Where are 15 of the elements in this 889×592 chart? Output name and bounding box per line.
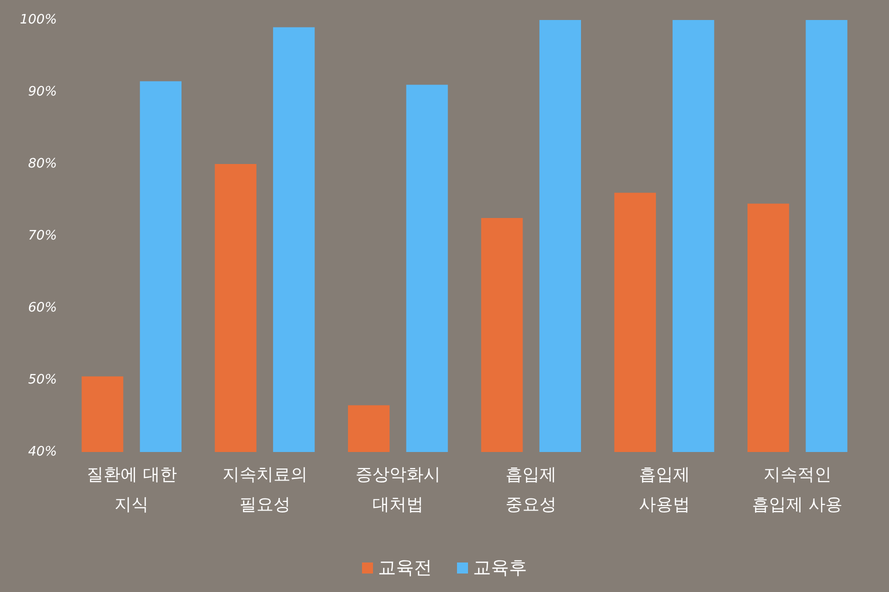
y-tick-label: 80%: [28, 156, 57, 172]
y-tick-label: 40%: [28, 444, 57, 460]
x-tick-label: 흡입제 중요성: [506, 465, 557, 515]
x-tick-label: 지속적인 흡입제 사용: [752, 465, 843, 515]
x-tick-label: 질환에 대한 지식: [86, 465, 177, 515]
legend-label: 교육후: [473, 558, 527, 578]
legend-label: 교육전: [378, 558, 432, 578]
y-tick-label: 60%: [28, 300, 57, 316]
y-tick-label: 100%: [20, 12, 57, 28]
y-tick-label: 50%: [28, 372, 57, 388]
x-tick-label: 증상악화시 대처법: [355, 465, 440, 515]
x-tick-label: 흡입제 사용법: [638, 465, 690, 515]
y-tick-label: 90%: [28, 84, 57, 100]
x-tick-label: 지속치료의 필요성: [222, 465, 308, 515]
y-tick-label: 70%: [28, 228, 57, 244]
